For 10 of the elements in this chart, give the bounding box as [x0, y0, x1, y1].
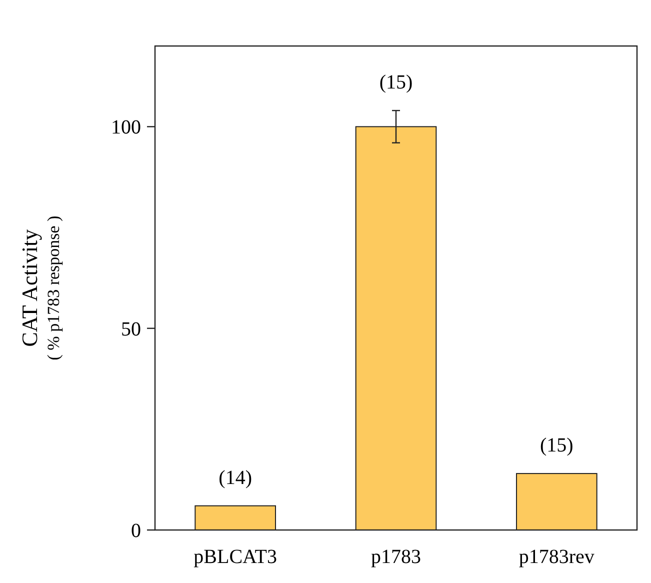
y-axis-title: CAT Activity ( % p1783 response ) — [17, 216, 63, 360]
x-tick-label: p1783rev — [518, 546, 594, 568]
x-tick-label: p1783 — [371, 546, 421, 568]
y-tick-label: 50 — [121, 318, 141, 340]
annotation: (14) — [218, 466, 252, 489]
x-tick-label: pBLCAT3 — [194, 546, 278, 568]
annotation: (15) — [379, 72, 413, 94]
y-tick-label: 0 — [131, 520, 141, 542]
annotation: (15) — [540, 434, 574, 457]
y-tick-label: 100 — [111, 116, 141, 139]
